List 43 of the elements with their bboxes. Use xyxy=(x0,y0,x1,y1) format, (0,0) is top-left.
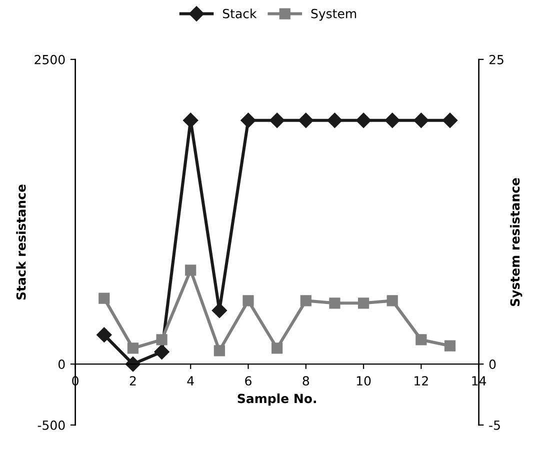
point xyxy=(358,298,370,309)
point xyxy=(272,342,283,354)
x-tick-label: 2 xyxy=(130,376,136,386)
point xyxy=(156,334,168,346)
y2-axis-title: System resistance xyxy=(510,178,522,306)
point xyxy=(300,295,312,306)
x-tick-label: 8 xyxy=(302,376,310,386)
point xyxy=(270,112,285,128)
y-tick-label: -500 xyxy=(38,420,65,430)
point xyxy=(384,112,400,128)
y2-tick-label: -5 xyxy=(489,420,500,430)
point xyxy=(298,112,314,128)
point xyxy=(444,340,456,352)
point xyxy=(154,344,170,360)
y-tick-label: 2500 xyxy=(34,54,65,64)
point xyxy=(356,112,372,128)
point xyxy=(442,112,458,128)
point xyxy=(327,112,342,128)
point xyxy=(386,295,398,306)
point xyxy=(212,302,227,318)
y2-tick-label: 25 xyxy=(489,54,504,64)
point xyxy=(127,342,139,354)
point xyxy=(214,345,225,356)
x-axis-title: Sample No. xyxy=(238,394,316,406)
point xyxy=(98,292,110,304)
point xyxy=(185,264,196,276)
x-tick-label: 4 xyxy=(187,376,194,386)
legend-label: System xyxy=(311,8,356,21)
x-tick-label: 10 xyxy=(356,376,371,386)
y2-tick-label: 0 xyxy=(489,360,496,370)
point xyxy=(329,298,340,309)
point xyxy=(183,112,198,128)
x-tick-label: 6 xyxy=(245,376,252,386)
point xyxy=(242,295,254,306)
legend-label: Stack xyxy=(222,8,257,18)
point xyxy=(125,356,141,372)
point xyxy=(414,112,429,128)
y-axis-title: Stack resistance xyxy=(16,184,26,300)
x-tick-label: 12 xyxy=(414,376,428,386)
y-tick-label: 0 xyxy=(58,360,65,370)
point xyxy=(96,327,112,342)
point xyxy=(416,334,427,346)
point xyxy=(240,112,256,128)
